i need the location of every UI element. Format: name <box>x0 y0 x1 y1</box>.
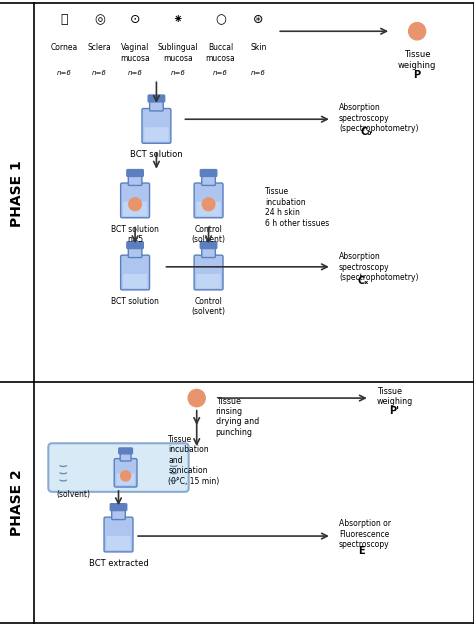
FancyBboxPatch shape <box>119 448 132 454</box>
Text: Cₓ: Cₓ <box>358 276 369 286</box>
FancyBboxPatch shape <box>201 169 217 176</box>
Text: n=6: n=6 <box>92 70 107 76</box>
Text: Absorption or
Fluorescence
spectroscopy: Absorption or Fluorescence spectroscopy <box>339 519 391 549</box>
FancyBboxPatch shape <box>197 274 221 288</box>
Text: PHASE 1: PHASE 1 <box>10 161 24 227</box>
FancyBboxPatch shape <box>114 459 137 487</box>
Text: E: E <box>358 546 365 556</box>
FancyBboxPatch shape <box>128 174 142 186</box>
Text: ⊙: ⊙ <box>130 14 140 26</box>
Text: Tissue
incubation
and
sonication
(0°C, 15 min): Tissue incubation and sonication (0°C, 1… <box>168 435 219 486</box>
Text: BCT solution: BCT solution <box>111 297 159 306</box>
Text: n=6: n=6 <box>170 70 185 76</box>
Text: n=6: n=6 <box>213 70 228 76</box>
Text: Cornea: Cornea <box>50 43 78 53</box>
FancyBboxPatch shape <box>0 382 34 622</box>
FancyBboxPatch shape <box>150 100 163 111</box>
Text: Control
(solvent): Control (solvent) <box>191 297 226 316</box>
FancyBboxPatch shape <box>128 247 142 258</box>
FancyBboxPatch shape <box>202 247 215 258</box>
FancyBboxPatch shape <box>142 109 171 143</box>
FancyBboxPatch shape <box>48 443 189 492</box>
Text: Sclera: Sclera <box>88 43 111 53</box>
Circle shape <box>202 198 215 211</box>
Circle shape <box>120 471 131 481</box>
FancyBboxPatch shape <box>127 242 143 249</box>
FancyBboxPatch shape <box>123 202 147 216</box>
FancyBboxPatch shape <box>121 255 150 290</box>
FancyBboxPatch shape <box>202 174 215 186</box>
Circle shape <box>129 198 141 211</box>
Text: Skin: Skin <box>250 43 266 53</box>
FancyBboxPatch shape <box>194 183 223 218</box>
Text: Buccal
mucosa: Buccal mucosa <box>206 43 235 63</box>
Text: PHASE 2: PHASE 2 <box>10 469 24 536</box>
FancyBboxPatch shape <box>194 255 223 290</box>
FancyBboxPatch shape <box>148 95 164 102</box>
Text: (solvent): (solvent) <box>56 491 90 499</box>
Circle shape <box>409 22 426 40</box>
FancyBboxPatch shape <box>121 183 150 218</box>
Text: Sublingual
mucosa: Sublingual mucosa <box>157 43 198 63</box>
FancyBboxPatch shape <box>197 202 221 216</box>
Circle shape <box>188 389 205 407</box>
Text: Absorption
spectroscopy
(spectrophotometry): Absorption spectroscopy (spectrophotomet… <box>339 253 419 282</box>
Text: n=6: n=6 <box>251 70 266 76</box>
Text: Absorption
spectroscopy
(spectrophotometry): Absorption spectroscopy (spectrophotomet… <box>339 103 419 133</box>
Text: n=6: n=6 <box>128 70 143 76</box>
Text: BCT solution: BCT solution <box>130 150 183 159</box>
Text: Control
(solvent): Control (solvent) <box>191 224 226 244</box>
FancyBboxPatch shape <box>145 127 169 141</box>
FancyBboxPatch shape <box>127 169 143 176</box>
Text: BCT solution
n=5: BCT solution n=5 <box>111 224 159 244</box>
FancyBboxPatch shape <box>106 536 131 550</box>
Text: Tissue
weighing: Tissue weighing <box>398 51 436 70</box>
Text: Tissue
rinsing
drying and
punching: Tissue rinsing drying and punching <box>216 397 259 437</box>
FancyBboxPatch shape <box>110 504 127 511</box>
FancyBboxPatch shape <box>120 452 131 461</box>
Text: Tissue
weighing: Tissue weighing <box>377 387 413 406</box>
Text: C₀: C₀ <box>360 127 372 138</box>
Text: Tissue
incubation
24 h skin
6 h other tissues: Tissue incubation 24 h skin 6 h other ti… <box>265 188 330 228</box>
Text: ◎: ◎ <box>94 14 105 26</box>
FancyBboxPatch shape <box>112 509 125 519</box>
Text: ○: ○ <box>215 14 226 26</box>
Text: ⁕: ⁕ <box>173 14 183 26</box>
Text: BCT extracted: BCT extracted <box>89 559 148 568</box>
Text: P: P <box>413 70 421 80</box>
Text: Vaginal
mucosa: Vaginal mucosa <box>120 43 150 63</box>
FancyBboxPatch shape <box>0 5 34 382</box>
Text: n=6: n=6 <box>56 70 72 76</box>
FancyBboxPatch shape <box>123 274 147 288</box>
FancyBboxPatch shape <box>117 474 135 485</box>
FancyBboxPatch shape <box>104 517 133 552</box>
Text: 👁: 👁 <box>60 14 68 26</box>
FancyBboxPatch shape <box>201 242 217 249</box>
Text: ⊛: ⊛ <box>253 14 264 26</box>
Text: P': P' <box>389 406 399 416</box>
